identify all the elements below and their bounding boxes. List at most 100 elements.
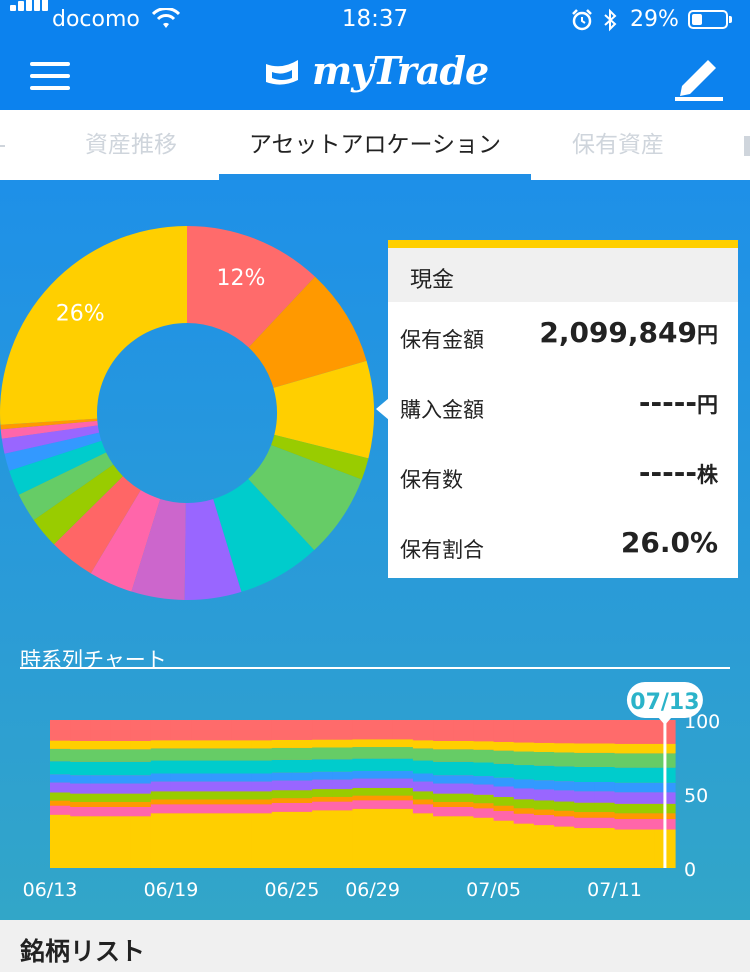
area-segment bbox=[50, 805, 71, 815]
tab-asset-history[interactable]: 資産推移 bbox=[85, 132, 177, 158]
area-segment bbox=[150, 720, 172, 741]
area-segment bbox=[251, 760, 273, 774]
donut-slice[interactable] bbox=[53, 476, 141, 574]
donut-slice[interactable] bbox=[271, 434, 369, 480]
donut-slice[interactable] bbox=[90, 490, 161, 592]
area-segment bbox=[90, 816, 112, 868]
area-segment bbox=[332, 779, 354, 790]
donut-slice[interactable] bbox=[0, 418, 98, 430]
area-segment bbox=[614, 803, 636, 814]
area-segment bbox=[372, 787, 394, 796]
donut-slice[interactable] bbox=[18, 452, 114, 521]
area-segment bbox=[554, 826, 575, 868]
area-segment bbox=[352, 787, 374, 796]
donut-slice[interactable] bbox=[9, 440, 107, 495]
tab-holdings[interactable]: 保有資産 bbox=[572, 132, 664, 158]
area-segment bbox=[533, 720, 555, 743]
area-segment bbox=[191, 781, 212, 792]
donut-slice[interactable] bbox=[0, 420, 98, 439]
area-segment bbox=[170, 791, 192, 800]
area-segment bbox=[473, 741, 495, 750]
area-segment bbox=[291, 772, 313, 781]
area-segment bbox=[634, 743, 656, 754]
area-segment bbox=[554, 743, 575, 753]
area-segment bbox=[50, 761, 71, 775]
detail-row: 保有割合 26.0% bbox=[388, 512, 738, 582]
share-count-value: -----株 bbox=[638, 456, 718, 489]
donut-slice[interactable] bbox=[248, 276, 367, 388]
area-segment bbox=[271, 798, 293, 803]
area-segment bbox=[433, 793, 454, 802]
tab-asset-allocation[interactable]: アセットアロケーション bbox=[248, 132, 502, 158]
area-segment bbox=[231, 791, 253, 800]
donut-slice[interactable] bbox=[213, 478, 315, 592]
area-segment bbox=[594, 828, 616, 868]
area-segment bbox=[574, 802, 595, 813]
area-segment bbox=[332, 801, 354, 811]
allocation-donut-chart[interactable]: 12% 26% bbox=[0, 218, 382, 608]
area-segment bbox=[291, 747, 313, 760]
area-segment bbox=[433, 720, 454, 741]
area-segment bbox=[594, 812, 616, 818]
area-segment bbox=[70, 806, 91, 817]
timeseries-chart[interactable]: 0 50 100 06/13 06/19 06/25 06/29 07/05 07/11 07/1… bbox=[0, 680, 750, 920]
area-segment bbox=[493, 763, 515, 778]
area-segment bbox=[130, 761, 152, 776]
area-segment bbox=[614, 792, 636, 804]
area-segment bbox=[90, 793, 112, 802]
area-segment bbox=[513, 788, 535, 800]
area-segment bbox=[493, 720, 515, 742]
area-segment bbox=[473, 720, 495, 742]
tab-scroll-right-hint bbox=[744, 136, 750, 156]
area-segment bbox=[50, 740, 71, 749]
area-segment bbox=[150, 781, 172, 792]
x-tick-label: 06/19 bbox=[144, 879, 199, 901]
area-segment bbox=[312, 796, 333, 802]
area-segment bbox=[170, 720, 192, 741]
area-segment bbox=[634, 829, 656, 868]
area-segment bbox=[211, 813, 233, 868]
area-segment bbox=[170, 773, 192, 782]
area-segment bbox=[473, 794, 495, 804]
area-segment bbox=[594, 791, 616, 803]
donut-slice[interactable] bbox=[0, 226, 187, 425]
area-segment bbox=[231, 720, 253, 741]
area-segment bbox=[594, 720, 616, 744]
area-segment bbox=[533, 809, 555, 816]
donut-slice[interactable] bbox=[248, 445, 362, 551]
area-segment bbox=[554, 816, 575, 827]
area-segment bbox=[352, 739, 374, 748]
area-segment bbox=[291, 790, 313, 799]
area-segment bbox=[433, 801, 454, 807]
area-segment bbox=[110, 783, 132, 794]
area-segment bbox=[473, 762, 495, 777]
area-segment bbox=[170, 813, 192, 868]
donut-slice[interactable] bbox=[1, 425, 100, 454]
area-segment bbox=[594, 766, 616, 783]
donut-slice[interactable] bbox=[184, 499, 242, 600]
area-segment bbox=[110, 749, 132, 762]
donut-slice[interactable] bbox=[187, 226, 316, 348]
area-segment bbox=[191, 791, 212, 800]
area-segment bbox=[251, 799, 273, 805]
area-segment bbox=[392, 800, 414, 809]
area-segment bbox=[110, 806, 132, 817]
donut-slice[interactable] bbox=[131, 498, 186, 600]
menu-icon[interactable] bbox=[30, 62, 70, 90]
area-segment bbox=[332, 747, 354, 760]
area-segment bbox=[130, 783, 152, 794]
area-segment bbox=[493, 797, 515, 806]
donut-slice[interactable] bbox=[4, 432, 102, 471]
x-tick-label: 06/13 bbox=[23, 879, 78, 901]
detail-title: 現金 bbox=[410, 268, 455, 293]
area-segment bbox=[574, 752, 595, 767]
area-segment bbox=[70, 749, 91, 762]
area-segment bbox=[433, 761, 454, 776]
donut-slice[interactable] bbox=[273, 360, 374, 459]
area-segment bbox=[70, 783, 91, 794]
area-segment bbox=[554, 766, 575, 782]
edit-icon[interactable] bbox=[672, 52, 726, 102]
area-segment bbox=[251, 740, 273, 749]
donut-slice[interactable] bbox=[33, 464, 123, 545]
area-segment bbox=[392, 720, 414, 740]
